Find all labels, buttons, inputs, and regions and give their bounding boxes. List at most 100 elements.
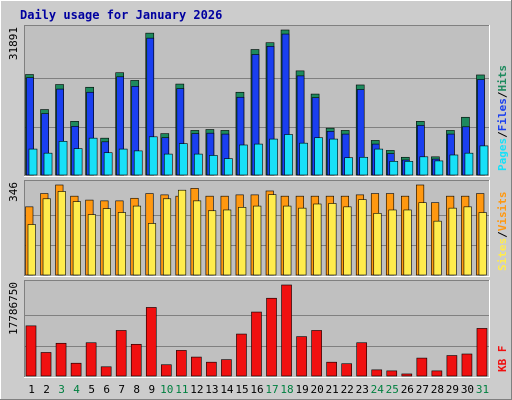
bar-kbytes-day-24 <box>371 369 383 377</box>
day-label-27: 27 <box>416 383 429 396</box>
bar-kbytes-day-14 <box>221 359 232 377</box>
bar-sites-day-17 <box>268 194 277 276</box>
bar-pages-day-14 <box>224 158 233 176</box>
bar-sites-day-22 <box>343 206 352 276</box>
bar-kbytes-day-23 <box>356 342 368 377</box>
bar-kbytes-day-7 <box>115 330 127 377</box>
day-label-4: 4 <box>73 383 80 396</box>
legend-kbytes: KB F <box>496 346 509 373</box>
legend-hits: Pages/Files/Hits <box>496 65 509 171</box>
bar-sites-day-1 <box>27 224 36 276</box>
day-label-2: 2 <box>43 383 50 396</box>
bar-sites-day-25 <box>388 209 397 276</box>
bar-pages-day-10 <box>163 153 173 176</box>
day-label-18: 18 <box>280 383 293 396</box>
bar-sites-day-14 <box>223 209 232 276</box>
bar-pages-day-23 <box>359 156 369 176</box>
bar-kbytes-day-18 <box>281 284 292 377</box>
day-label-19: 19 <box>295 383 308 396</box>
bar-kbytes-day-20 <box>311 330 322 377</box>
legend-visits: Sites/Visits <box>496 192 509 272</box>
bar-pages-day-25 <box>389 161 399 176</box>
day-label-26: 26 <box>401 383 414 396</box>
bar-sites-day-27 <box>418 202 427 276</box>
bar-kbytes-day-27 <box>416 357 428 377</box>
bar-sites-day-12 <box>193 200 202 276</box>
bar-sites-day-10 <box>162 198 172 276</box>
bar-kbytes-day-17 <box>266 297 277 377</box>
bar-pages-day-19 <box>299 142 308 176</box>
bar-kbytes-day-13 <box>206 361 217 377</box>
legend-entry: Visits <box>496 192 509 232</box>
legend-entry: / <box>496 231 509 238</box>
bar-pages-day-5 <box>88 137 98 176</box>
bar-kbytes-day-4 <box>70 362 82 377</box>
day-label-23: 23 <box>356 383 369 396</box>
bar-kbytes-day-1 <box>25 325 37 377</box>
bar-pages-day-16 <box>254 143 263 176</box>
bar-sites-day-15 <box>238 207 247 276</box>
bar-pages-day-30 <box>464 152 474 176</box>
bar-sites-day-2 <box>42 198 51 276</box>
bar-sites-day-18 <box>283 205 292 276</box>
bar-sites-day-31 <box>478 212 487 276</box>
bar-kbytes-day-16 <box>251 311 262 377</box>
bar-kbytes-day-22 <box>341 363 352 377</box>
bar-sites-day-30 <box>463 206 472 276</box>
bar-kbytes-day-15 <box>236 333 247 377</box>
day-label-24: 24 <box>371 383 385 396</box>
legend-entry: Files <box>496 98 509 131</box>
day-label-10: 10 <box>160 383 173 396</box>
bar-pages-day-7 <box>118 148 128 176</box>
bar-pages-day-2 <box>43 152 53 176</box>
bar-pages-day-22 <box>344 157 353 176</box>
day-label-15: 15 <box>235 383 248 396</box>
bar-pages-day-31 <box>479 145 489 176</box>
day-label-5: 5 <box>88 383 95 396</box>
day-label-12: 12 <box>190 383 203 396</box>
day-label-9: 9 <box>148 383 155 396</box>
day-label-30: 30 <box>461 383 474 396</box>
bar-sites-day-26 <box>403 209 412 276</box>
bar-pages-day-20 <box>314 137 323 176</box>
bar-sites-day-4 <box>72 201 81 276</box>
bar-pages-day-12 <box>194 153 203 176</box>
day-label-17: 17 <box>265 383 278 396</box>
bar-pages-day-26 <box>404 161 414 176</box>
bar-kbytes-day-25 <box>386 370 398 377</box>
bar-pages-day-13 <box>209 155 218 176</box>
bar-sites-day-8 <box>132 205 142 276</box>
bar-pages-day-15 <box>239 144 248 176</box>
bar-kbytes-day-2 <box>40 352 52 377</box>
day-label-21: 21 <box>326 383 339 396</box>
bar-pages-day-8 <box>133 150 143 176</box>
bar-pages-day-11 <box>179 143 188 176</box>
bar-sites-day-11 <box>178 189 187 276</box>
day-label-16: 16 <box>250 383 263 396</box>
day-label-22: 22 <box>341 383 354 396</box>
bar-sites-day-6 <box>102 208 111 276</box>
legend-entry: / <box>496 131 509 138</box>
bar-kbytes-day-5 <box>85 342 97 377</box>
bar-pages-day-29 <box>449 154 459 176</box>
bar-kbytes-day-6 <box>100 366 112 377</box>
bar-kbytes-day-31 <box>476 328 488 377</box>
bar-sites-day-21 <box>328 203 337 276</box>
bar-kbytes-day-21 <box>326 361 337 377</box>
day-label-25: 25 <box>386 383 399 396</box>
panel-kbytes: 17786750 KB F <box>7 280 509 378</box>
bar-sites-day-24 <box>373 213 382 276</box>
day-label-28: 28 <box>431 383 444 396</box>
day-label-7: 7 <box>118 383 125 396</box>
day-label-6: 6 <box>103 383 110 396</box>
bar-pages-day-17 <box>269 138 278 176</box>
day-label-1: 1 <box>28 383 35 396</box>
max-label-kbytes: 17786750 <box>7 282 20 335</box>
day-label-13: 13 <box>205 383 218 396</box>
day-label-29: 29 <box>446 383 459 396</box>
bar-sites-day-16 <box>253 205 262 276</box>
day-label-14: 14 <box>220 383 234 396</box>
bar-pages-day-9 <box>148 136 158 176</box>
